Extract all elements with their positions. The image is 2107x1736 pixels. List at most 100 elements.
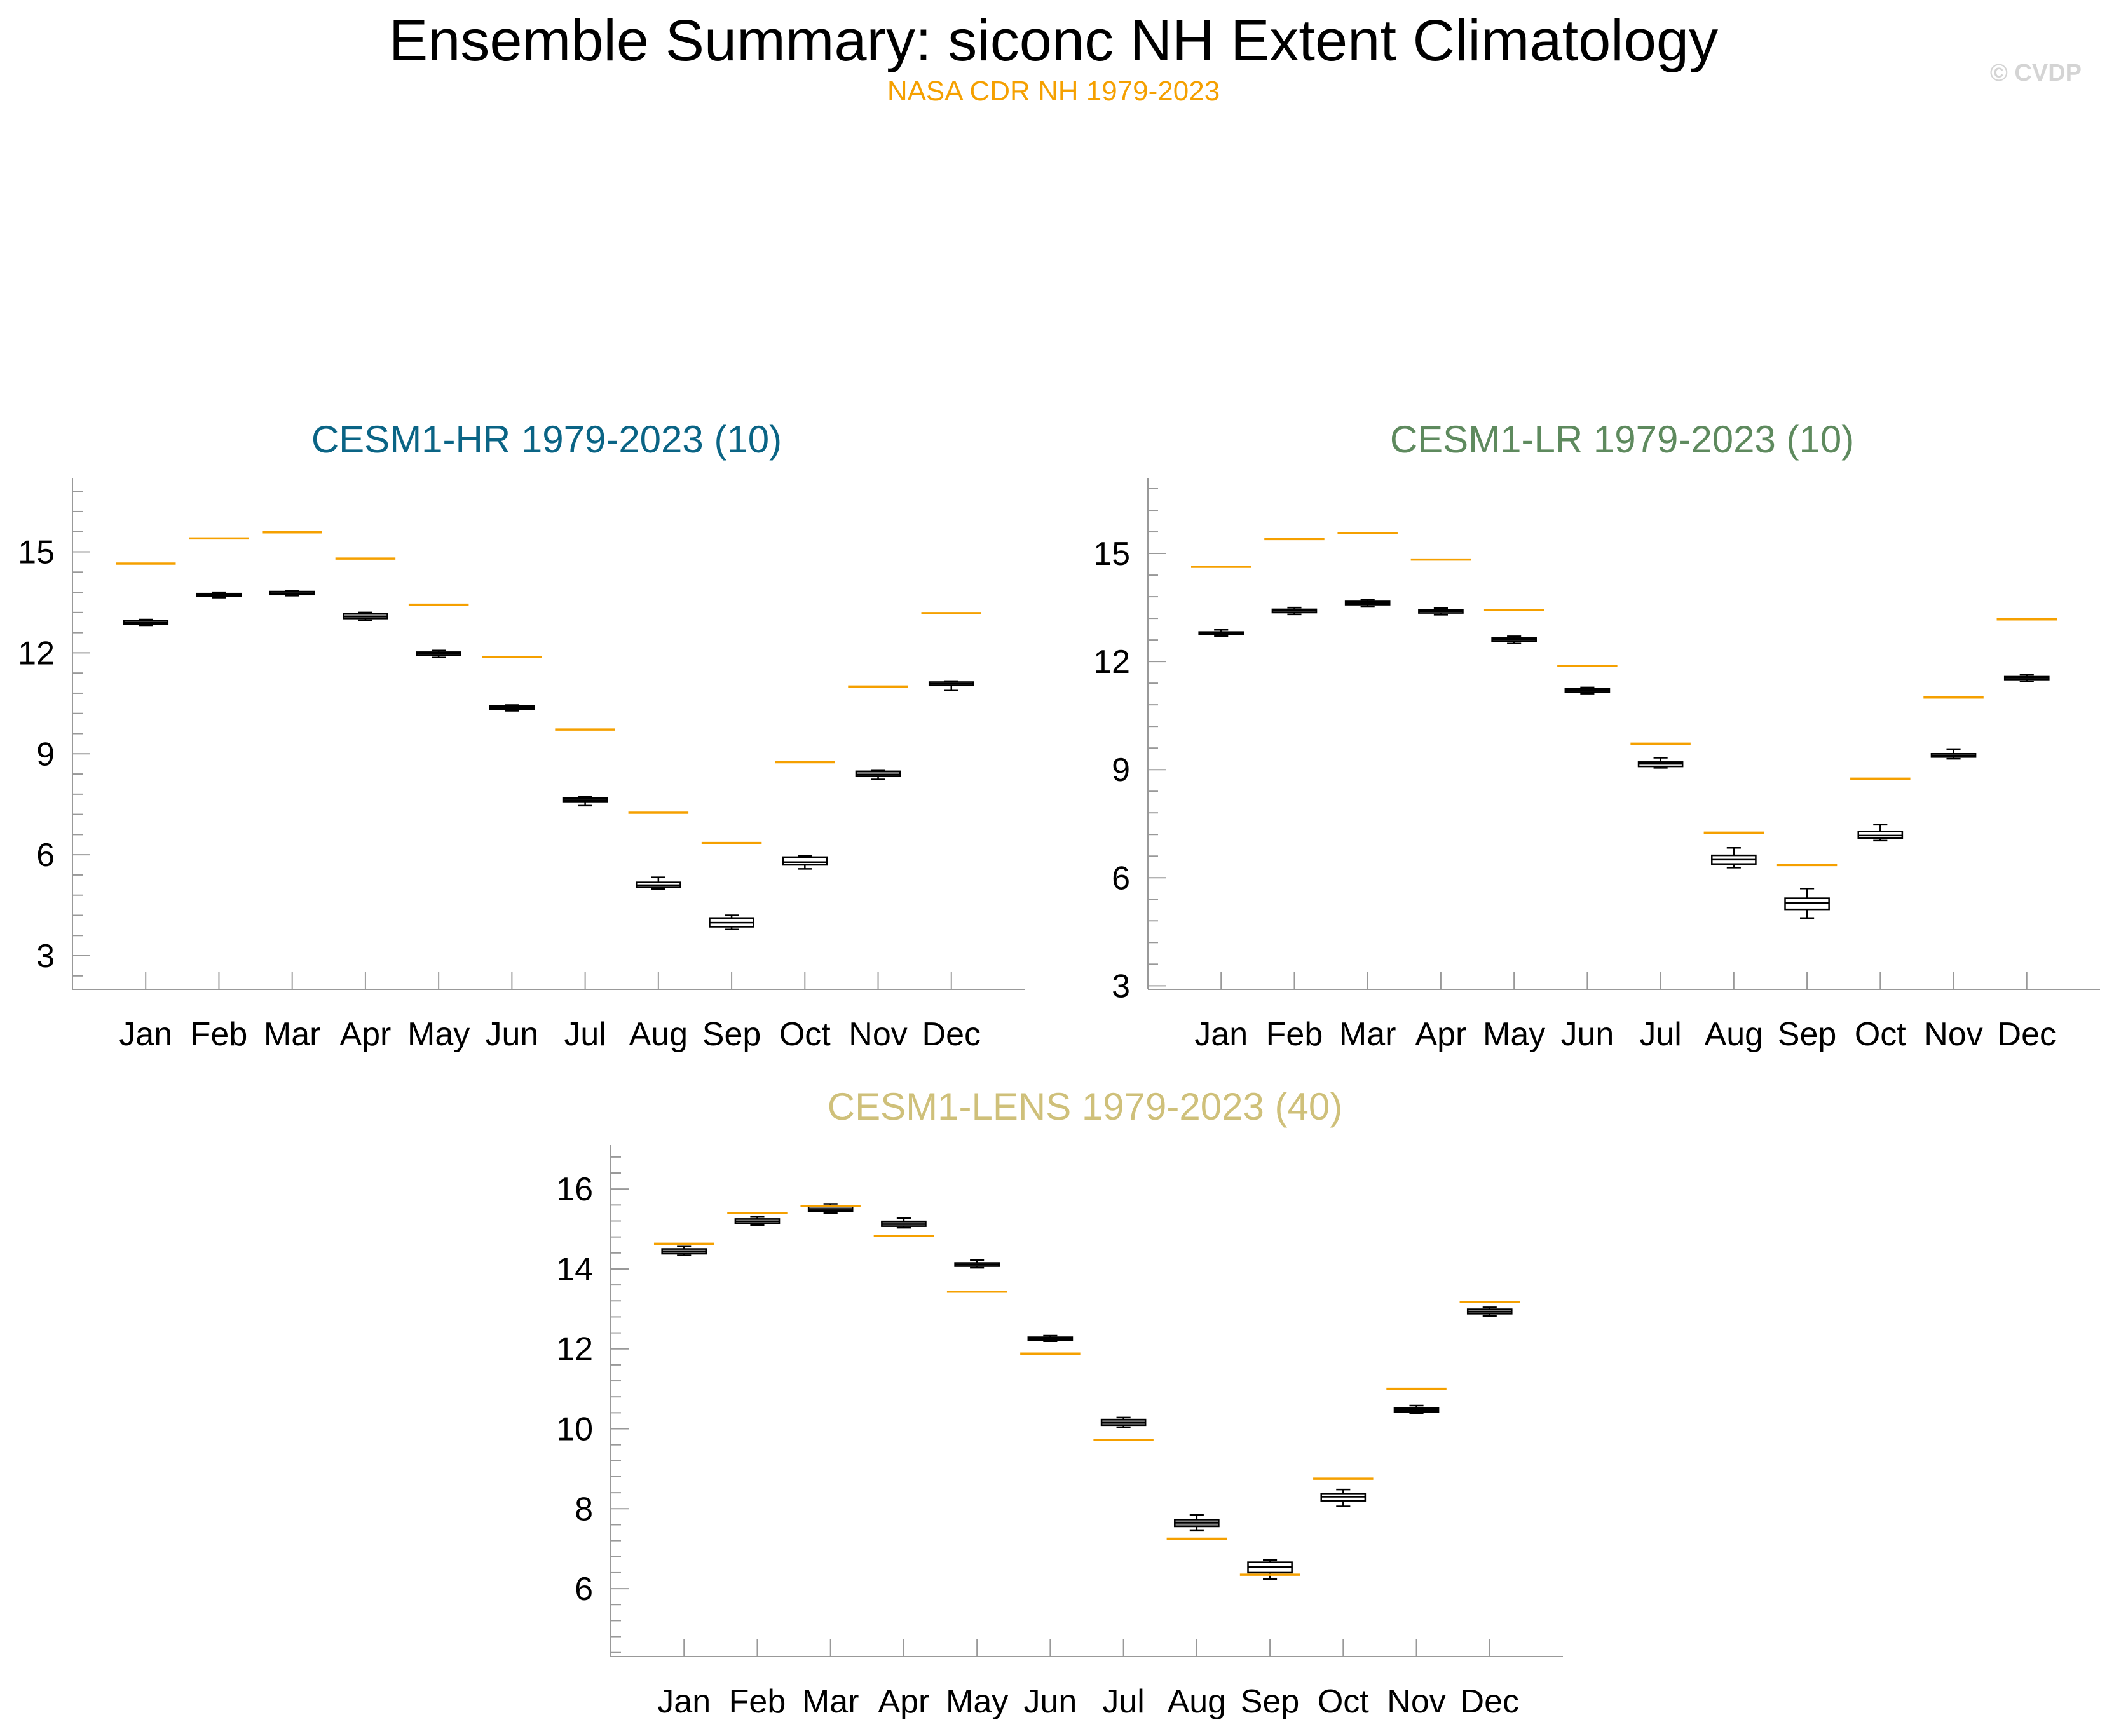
- box-jan: [123, 618, 169, 627]
- box-mar: [1344, 599, 1391, 608]
- y-tick-label: 15: [18, 534, 55, 571]
- x-tick-label-jan: Jan: [657, 1683, 711, 1720]
- x-tick-label-jan: Jan: [1194, 1016, 1248, 1053]
- box-jan: [661, 1245, 707, 1256]
- box-jul: [562, 796, 608, 807]
- box-jun: [1564, 686, 1611, 695]
- plot-area-cesm1-hr: 3 6 9 12 15 Jan Feb Mar Apr May Jun Jul Aug Sep Oct Nov…: [18, 478, 1025, 1053]
- chart-title-cesm1-hr: CESM1-HR 1979-2023 (10): [311, 418, 782, 461]
- x-tick-label-aug: Aug: [629, 1016, 688, 1053]
- box-dec: [928, 680, 974, 691]
- x-tick-label-mar: Mar: [1339, 1016, 1396, 1053]
- plot-area-cesm1-lr: 3 6 9 12 15 Jan Feb Mar Apr May Jun Jul Aug Sep Oct Nov…: [1093, 478, 2100, 1053]
- y-tick-label: 10: [556, 1411, 593, 1448]
- chart-panel-cesm1-lens: CESM1-LENS 1979-2023 (40) 6 8 10 12 14 16 Jan F…: [556, 1085, 1563, 1720]
- box-apr: [1418, 607, 1464, 616]
- y-tick-label: 6: [36, 837, 55, 874]
- watermark: © CVDP: [1989, 60, 2082, 86]
- box-apr: [343, 611, 388, 621]
- x-tick-label-jun: Jun: [1023, 1683, 1077, 1720]
- box-mar: [269, 590, 315, 597]
- x-tick-label-feb: Feb: [1266, 1016, 1323, 1053]
- box-jul: [1637, 757, 1684, 769]
- x-tick-label-jun: Jun: [485, 1016, 538, 1053]
- y-tick-label: 15: [1093, 536, 1130, 573]
- x-tick-label-aug: Aug: [1168, 1683, 1227, 1720]
- box-feb: [196, 591, 242, 599]
- box-jun: [1027, 1334, 1074, 1343]
- box-jan: [1198, 628, 1244, 637]
- x-tick-label-jul: Jul: [1639, 1016, 1681, 1053]
- x-tick-label-nov: Nov: [1924, 1016, 1982, 1053]
- chart-panel-cesm1-hr: CESM1-HR 1979-2023 (10) 3 6 9 12 15 Jan Feb Mar…: [18, 418, 1025, 1053]
- y-tick-label: 9: [36, 736, 55, 773]
- y-tick-label: 9: [1112, 752, 1130, 789]
- box-nov: [1930, 748, 1977, 760]
- box-sep: [1784, 888, 1830, 919]
- x-tick-label-oct: Oct: [779, 1016, 831, 1053]
- chart-title-cesm1-lr: CESM1-LR 1979-2023 (10): [1390, 418, 1854, 461]
- x-tick-label-feb: Feb: [191, 1016, 248, 1053]
- x-tick-label-jun: Jun: [1560, 1016, 1614, 1053]
- box-aug: [636, 876, 681, 890]
- x-tick-label-jan: Jan: [119, 1016, 172, 1053]
- x-tick-label-sep: Sep: [702, 1016, 761, 1053]
- y-tick-label: 12: [1093, 644, 1130, 681]
- box-feb: [1271, 606, 1318, 616]
- x-tick-label-aug: Aug: [1705, 1016, 1764, 1053]
- box-may: [954, 1259, 1000, 1269]
- y-tick-label: 16: [556, 1171, 593, 1208]
- x-tick-label-dec: Dec: [1461, 1683, 1519, 1720]
- y-tick-label: 6: [575, 1571, 593, 1608]
- x-tick-label-may: May: [407, 1016, 470, 1053]
- box-oct: [782, 855, 828, 870]
- x-tick-label-oct: Oct: [1855, 1016, 1906, 1053]
- y-tick-label: 12: [18, 635, 55, 672]
- y-tick-label: 3: [1112, 968, 1130, 1005]
- box-may: [416, 649, 461, 659]
- x-tick-label-feb: Feb: [729, 1683, 786, 1720]
- box-dec: [1466, 1306, 1513, 1317]
- x-tick-label-apr: Apr: [1415, 1016, 1466, 1053]
- x-tick-label-nov: Nov: [849, 1016, 907, 1053]
- x-tick-label-sep: Sep: [1241, 1683, 1300, 1720]
- box-aug: [1174, 1514, 1220, 1532]
- x-tick-label-may: May: [1483, 1016, 1545, 1053]
- page-title: Ensemble Summary: siconc NH Extent Clima…: [388, 8, 1719, 73]
- box-iqr: [1784, 897, 1830, 911]
- y-tick-label: 6: [1112, 860, 1130, 897]
- y-tick-label: 14: [556, 1251, 593, 1288]
- x-tick-label-nov: Nov: [1387, 1683, 1445, 1720]
- x-tick-label-jul: Jul: [1102, 1683, 1144, 1720]
- box-jun: [489, 704, 535, 712]
- box-oct: [1857, 824, 1904, 842]
- y-tick-label: 12: [556, 1331, 593, 1368]
- chart-panel-cesm1-lr: CESM1-LR 1979-2023 (10) 3 6 9 12 15 Jan Feb Mar…: [1093, 418, 2100, 1053]
- box-feb: [734, 1216, 781, 1226]
- box-nov: [855, 769, 901, 780]
- box-iqr: [782, 856, 828, 866]
- x-tick-label-dec: Dec: [1998, 1016, 2056, 1053]
- x-tick-label-may: May: [946, 1683, 1008, 1720]
- x-tick-label-mar: Mar: [802, 1683, 859, 1720]
- box-sep: [1247, 1559, 1293, 1580]
- plot-area-cesm1-lens: 6 8 10 12 14 16 Jan Feb Mar Apr May Jun Jul Aug Sep Oct…: [556, 1145, 1563, 1720]
- y-tick-label: 8: [575, 1491, 593, 1528]
- x-tick-label-sep: Sep: [1778, 1016, 1837, 1053]
- box-apr: [881, 1217, 927, 1229]
- chart-title-cesm1-lens: CESM1-LENS 1979-2023 (40): [828, 1085, 1342, 1128]
- box-jul: [1100, 1416, 1147, 1428]
- x-tick-label-mar: Mar: [264, 1016, 321, 1053]
- box-nov: [1393, 1404, 1440, 1414]
- x-tick-label-dec: Dec: [922, 1016, 981, 1053]
- x-tick-label-apr: Apr: [339, 1016, 391, 1053]
- box-oct: [1320, 1488, 1367, 1507]
- x-tick-label-jul: Jul: [564, 1016, 606, 1053]
- box-may: [1491, 635, 1537, 645]
- box-iqr: [855, 770, 901, 778]
- page-subtitle: NASA CDR NH 1979-2023: [887, 76, 1220, 107]
- box-mar: [807, 1203, 854, 1214]
- box-aug: [1711, 846, 1757, 869]
- box-sep: [709, 914, 754, 930]
